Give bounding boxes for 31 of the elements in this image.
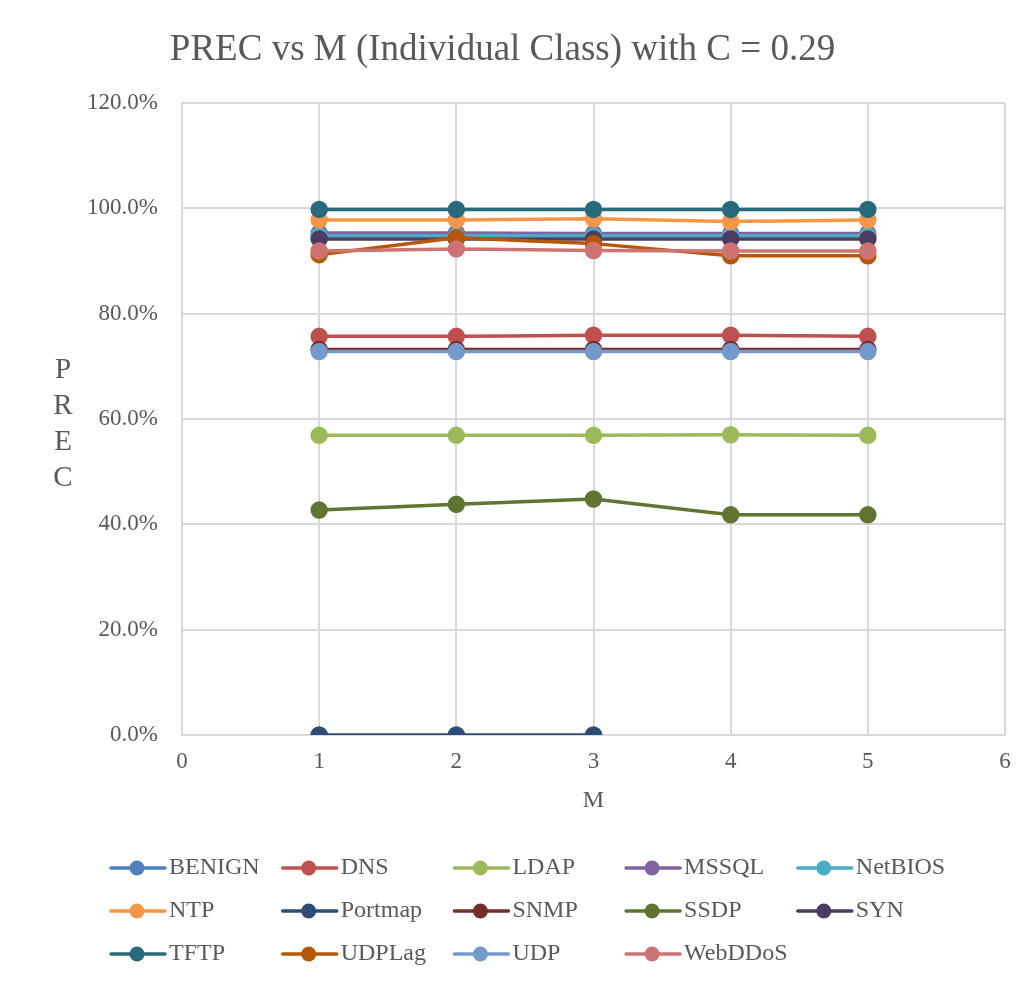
legend-label: DNS — [340, 853, 389, 880]
x-tick-label: 4 — [724, 747, 737, 773]
x-tick-label: 0 — [176, 747, 188, 773]
legend-label: SSDP — [684, 896, 742, 923]
legend-label: UDP — [512, 939, 561, 966]
y-tick-label: 40.0% — [98, 510, 158, 536]
y-tick-label: 60.0% — [98, 405, 158, 431]
legend-label: WebDDoS — [684, 939, 788, 966]
legend-label: Portmap — [340, 896, 423, 923]
legend-label: NTP — [169, 896, 215, 923]
legend-label: TFTP — [169, 939, 226, 966]
chart-title: PREC vs M (Individual Class) with C = 0.29 — [169, 26, 836, 69]
x-tick-label: 1 — [313, 747, 325, 773]
x-tick-label: 6 — [999, 747, 1011, 773]
x-tick-label: 2 — [450, 747, 463, 773]
legend-label: MSSQL — [684, 853, 765, 880]
y-axis-title: PREC — [47, 352, 79, 496]
x-tick-label: 5 — [862, 747, 874, 773]
y-tick-label: 0.0% — [110, 721, 158, 747]
y-tick-label: 120.0% — [87, 89, 158, 115]
y-tick-label: 20.0% — [98, 615, 158, 641]
x-tick-label: 3 — [587, 747, 600, 773]
legend-label: LDAP — [512, 853, 576, 880]
y-tick-label: 100.0% — [87, 194, 158, 220]
legend-label: UDPLag — [340, 939, 427, 966]
legend-label: NetBIOS — [855, 853, 946, 880]
legend-label: SYN — [855, 896, 904, 923]
legend-label: BENIGN — [169, 853, 260, 880]
y-tick-label: 80.0% — [98, 299, 158, 325]
x-axis-title: M — [582, 785, 605, 812]
legend-label: SNMP — [512, 896, 578, 923]
